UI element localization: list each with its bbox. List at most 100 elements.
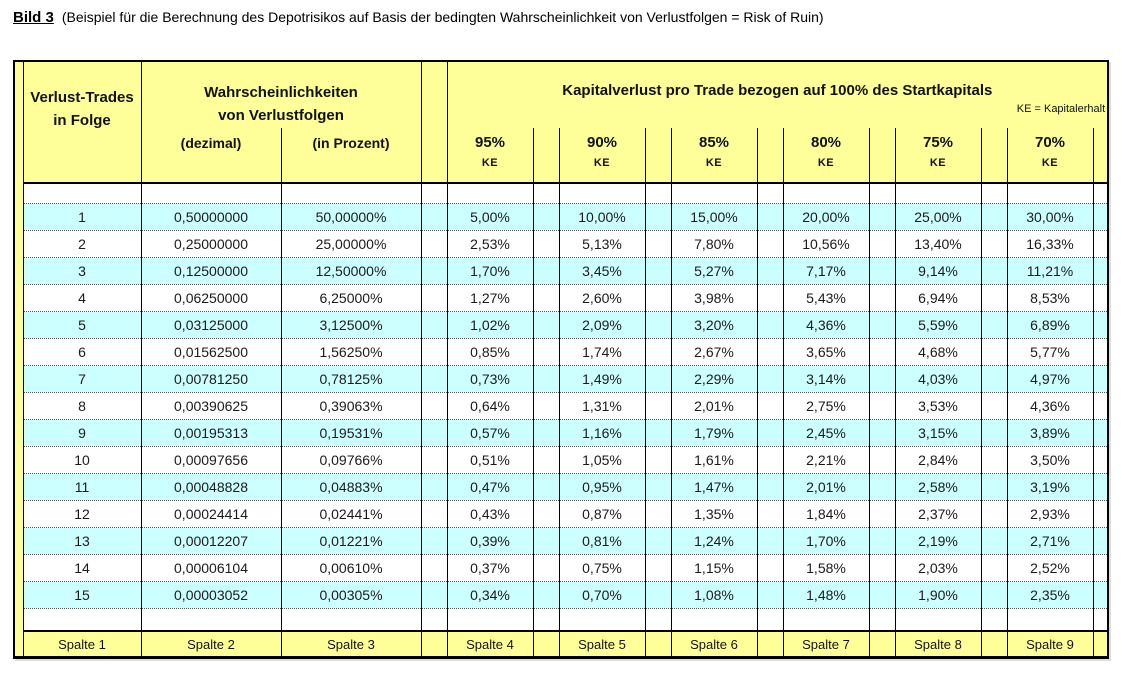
ke-value-cell: 6,89% [1006,311,1093,339]
ke-note: KE = Kapitalerhalt [1016,103,1106,115]
ke-value-cell: 3,14% [782,365,869,393]
ke-value-cell: 10,56% [782,230,869,258]
ke-column-header: 75% KE [894,128,981,184]
spacer-cell [868,203,895,231]
spacer-cell [532,527,559,555]
spacer-cell [532,365,559,393]
spacer-cell [644,446,671,474]
ke-value-cell: 1,79% [670,419,757,447]
ke-value-cell: 1,49% [558,365,645,393]
wahrscheinlichkeiten-header: Wahrscheinlichkeiten von Verlustfolgen [140,62,421,128]
footer-spacer-cell [532,630,559,656]
blank-row [15,608,1108,631]
spacer-cell [756,392,783,420]
spacer-cell [644,284,671,312]
edge-spacer-cell [1092,183,1108,204]
ke-percent-label: 80% [810,134,842,151]
ke-label: KE [593,157,611,169]
row-number-cell: 3 [22,257,141,285]
spacer-cell [756,446,783,474]
row-number-cell: 11 [22,473,141,501]
spacer-cell [868,581,895,609]
ke-value-cell: 0,43% [446,500,533,528]
spacer-cell [756,581,783,609]
prozent-cell: 0,19531% [280,419,421,447]
ke-value-cell: 1,35% [670,500,757,528]
ke-value-cell: 3,53% [894,392,981,420]
blank-row [15,183,1108,204]
header-row-sub: (dezimal) (in Prozent) 95% KE 90% KE 85% KE 80… [15,128,1108,184]
edge-spacer-cell [1092,500,1108,528]
spacer-cell [868,230,895,258]
dezimal-cell: 0,00012207 [140,527,281,555]
spacer-cell [420,284,447,312]
table-row: 9 0,00195313 0,19531% 0,57% 1,16% 1,79% 2,45% 3… [15,419,1108,447]
blank-cell [446,608,533,631]
blank-cell [894,183,981,204]
edge-spacer-cell [1092,527,1108,555]
ke-value-cell: 3,50% [1006,446,1093,474]
ke-value-cell: 2,93% [1006,500,1093,528]
ke-value-cell: 8,53% [1006,284,1093,312]
edge-spacer-cell [1092,419,1108,447]
spacer-cell [532,183,559,204]
prozent-cell: 0,78125% [280,365,421,393]
dezimal-cell: 0,00048828 [140,473,281,501]
spacer-cell [980,554,1007,582]
spacer-cell [980,473,1007,501]
row-number-cell: 14 [22,554,141,582]
blank-cell [22,608,141,631]
ke-value-cell: 6,94% [894,284,981,312]
spacer-cell [868,608,895,631]
dezimal-cell: 0,00024414 [140,500,281,528]
spacer-cell [644,365,671,393]
ke-column-header: 70% KE [1006,128,1093,184]
blank-cell [140,608,281,631]
spacer-cell [420,311,447,339]
edge-spacer-cell [1092,257,1108,285]
prozent-cell: 0,09766% [280,446,421,474]
spacer-cell [420,183,447,204]
spacer-cell [420,527,447,555]
ke-value-cell: 1,90% [894,581,981,609]
spacer-cell [644,183,671,204]
ke-label: KE [705,157,723,169]
spacer-cell [420,419,447,447]
ke-label: KE [1041,157,1059,169]
ke-column-header: 95% KE [446,128,533,184]
figure-title: Bild 3 (Beispiel für die Berechnung des D… [13,9,824,26]
spacer-cell [980,284,1007,312]
ke-value-cell: 1,70% [782,527,869,555]
ke-value-cell: 4,97% [1006,365,1093,393]
prozent-cell: 0,00610% [280,554,421,582]
verlust-trades-header: Verlust-Trades in Folge [23,62,142,184]
ke-percent-label: 70% [1034,134,1066,151]
blank-cell [446,183,533,204]
ke-value-cell: 25,00% [894,203,981,231]
ke-value-cell: 0,47% [446,473,533,501]
ke-value-cell: 4,36% [782,311,869,339]
ke-value-cell: 0,37% [446,554,533,582]
spacer-cell [420,257,447,285]
ke-value-cell: 2,29% [670,365,757,393]
header-spacer [644,128,671,184]
ke-value-cell: 5,59% [894,311,981,339]
dezimal-cell: 0,00003052 [140,581,281,609]
ke-label: KE [817,157,835,169]
prozent-header-text: (in Prozent) [312,135,390,151]
dezimal-cell: 0,00195313 [140,419,281,447]
ke-value-cell: 1,27% [446,284,533,312]
spacer-cell [644,257,671,285]
footer-row: Spalte 1 Spalte 2 Spalte 3 Spalte 4 Spalte 5… [15,630,1108,656]
footer-spalte-cell: Spalte 8 [894,630,981,656]
ke-value-cell: 2,71% [1006,527,1093,555]
edge-spacer-cell [1092,230,1108,258]
spacer-cell [980,581,1007,609]
ke-value-cell: 4,03% [894,365,981,393]
spacer-cell [756,311,783,339]
ke-value-cell: 0,95% [558,473,645,501]
spacer-cell [868,554,895,582]
ke-value-cell: 2,67% [670,338,757,366]
spacer-cell [644,527,671,555]
table-row: 1 0,50000000 50,00000% 5,00% 10,00% 15,00% 20,… [15,203,1108,231]
